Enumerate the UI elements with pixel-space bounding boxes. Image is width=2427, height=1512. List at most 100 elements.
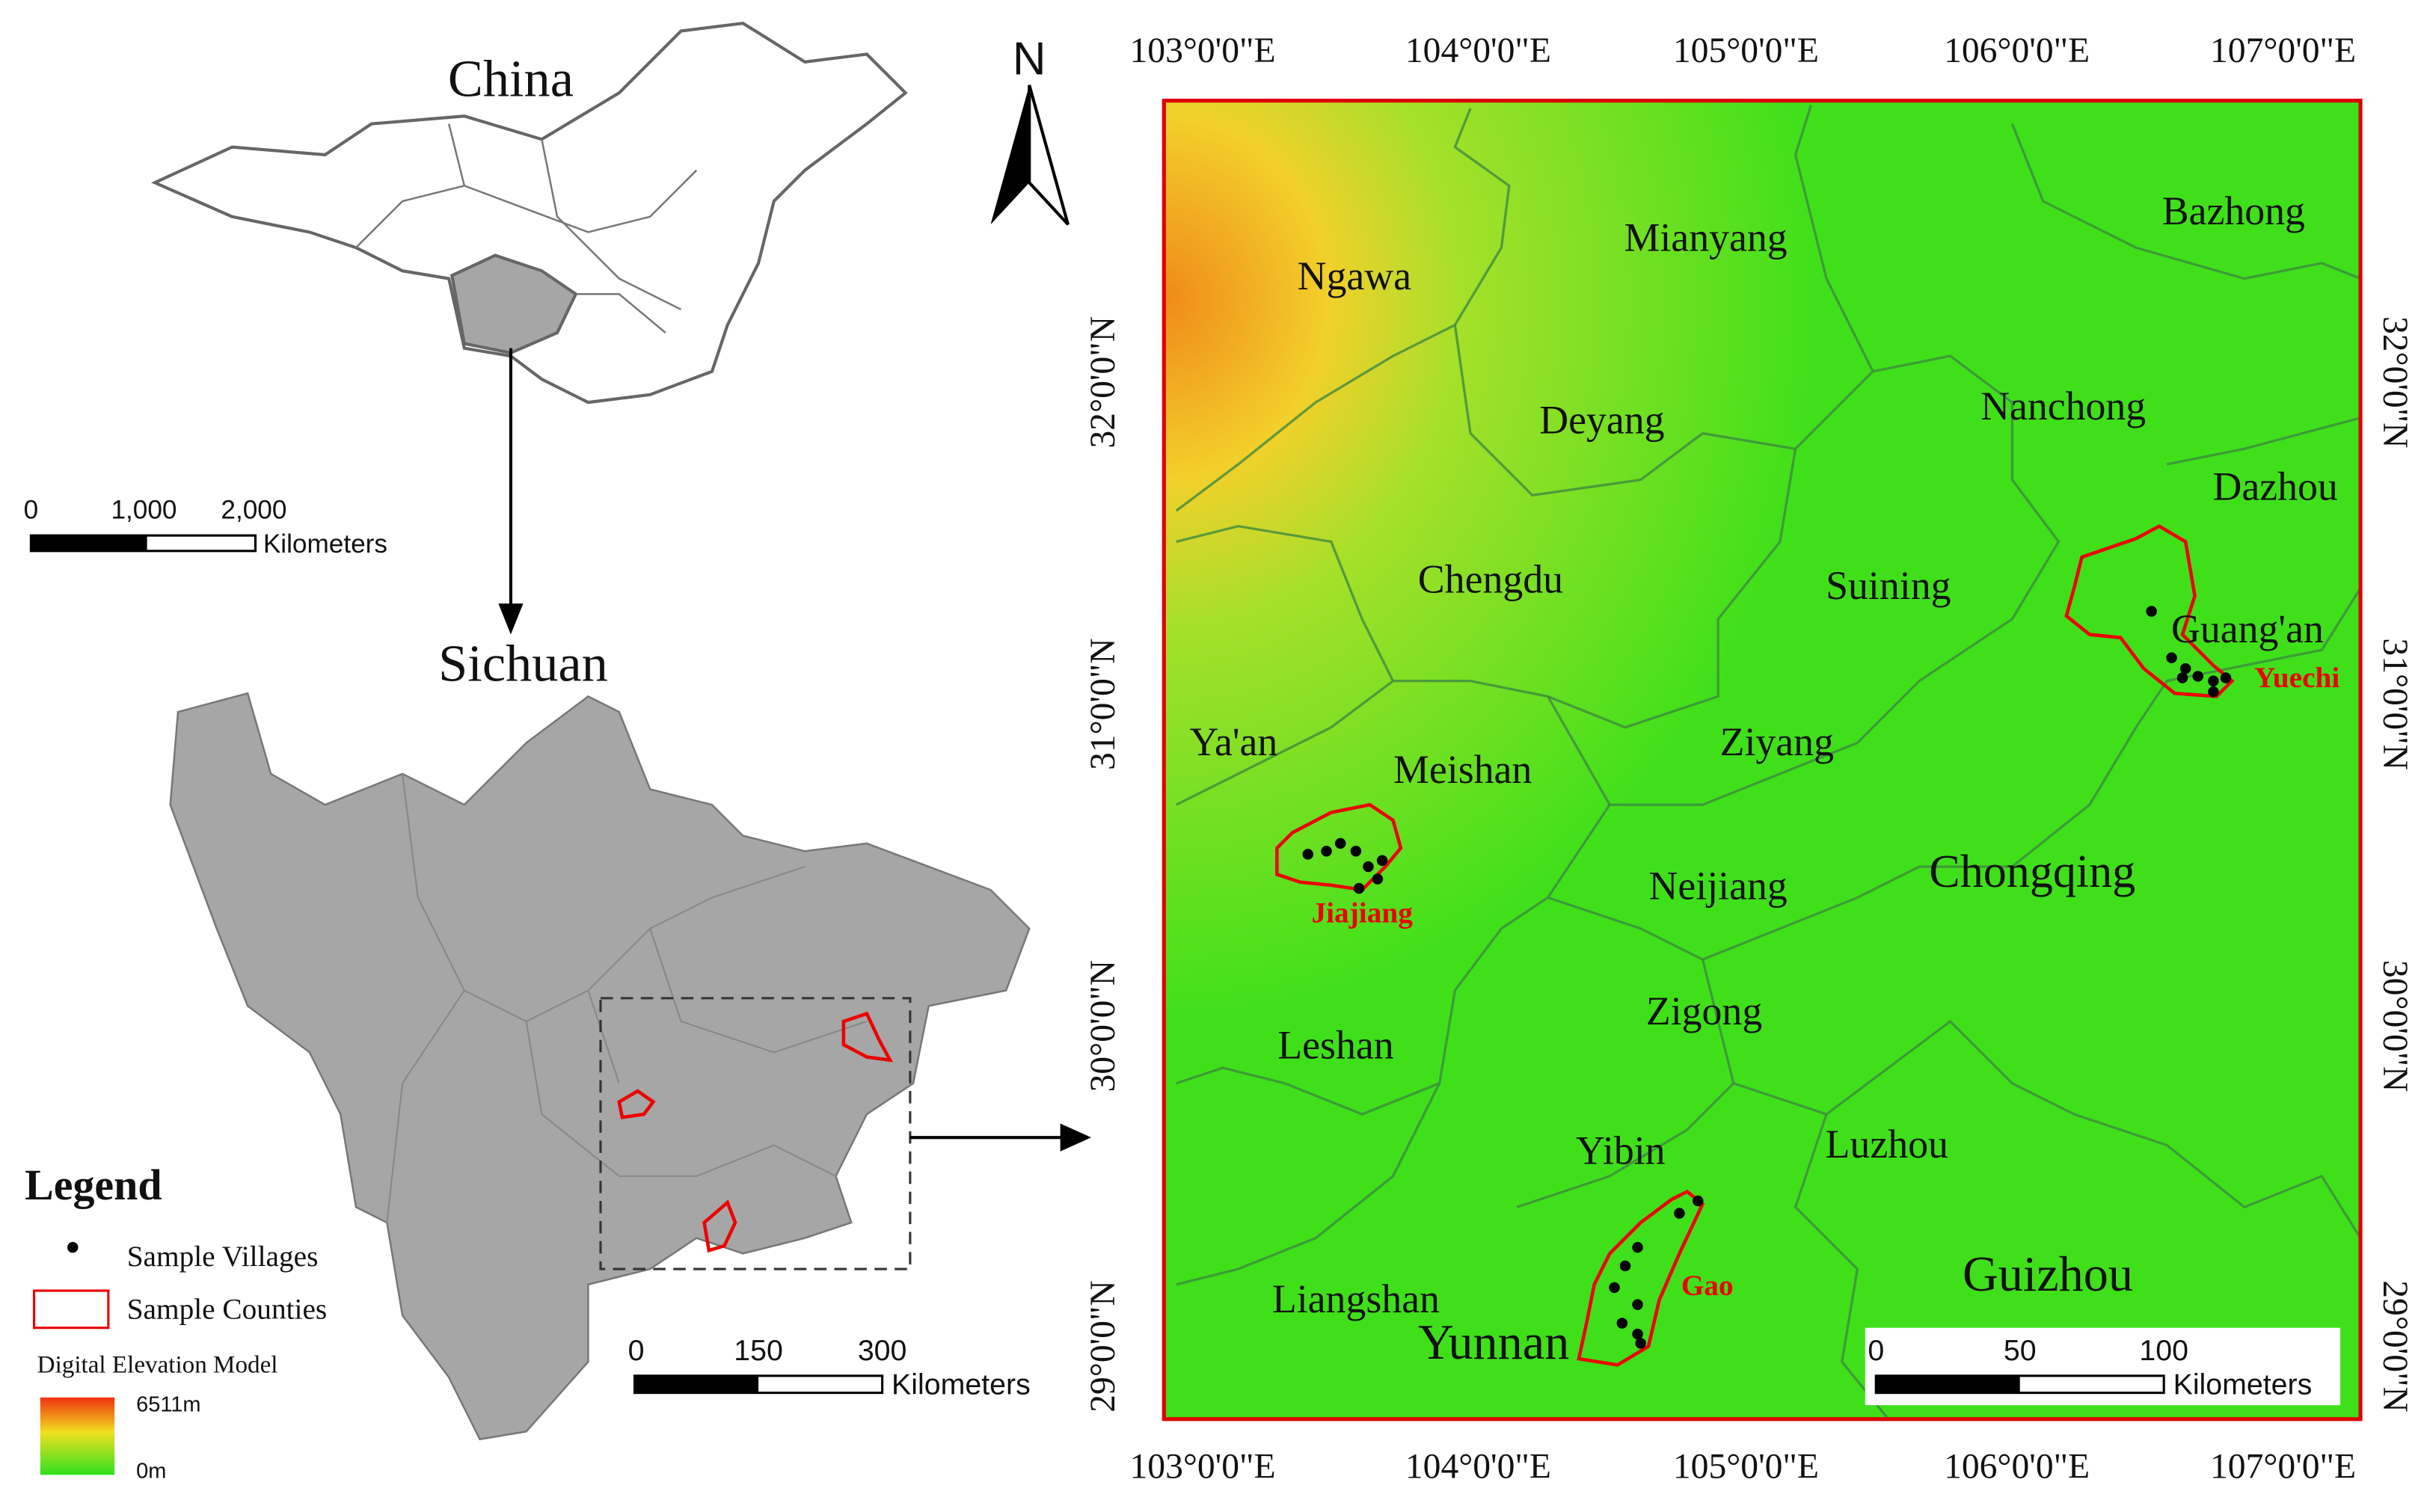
sichuan-title: Sichuan [438, 635, 608, 693]
china-scale-bar [29, 534, 257, 553]
village-dot [2146, 606, 2157, 617]
lat-label: 31°0'0"N [1084, 638, 1123, 770]
village-dot [1619, 1260, 1631, 1272]
village-dot [1376, 855, 1388, 866]
scale-unit: Kilometers [892, 1368, 1031, 1401]
village-dot [1635, 1338, 1646, 1349]
place-label: Zigong [1646, 989, 1762, 1033]
lon-label: 103°0'0"E [1129, 1447, 1275, 1486]
legend-dot [67, 1241, 79, 1253]
legend-dem-title: Digital Elevation Model [37, 1351, 278, 1379]
place-label: Meishan [1393, 747, 1532, 792]
place-label: Dazhou [2213, 464, 2338, 508]
village-dot [1616, 1318, 1628, 1329]
lon-label: 105°0'0"E [1673, 31, 1819, 70]
village-dot [1674, 1208, 1685, 1219]
lon-label: 104°0'0"E [1405, 31, 1551, 70]
place-label: Guizhou [1963, 1247, 2133, 1302]
village-dot [2220, 672, 2232, 683]
scale-tick: 0 [24, 495, 39, 524]
scale-tick: 2,000 [221, 495, 286, 524]
village-dot [2208, 686, 2219, 698]
place-label: Neijiang [1649, 863, 1788, 908]
village-dot [1321, 846, 1332, 857]
main-map [1164, 100, 2362, 1420]
legend-dem-min: 0m [136, 1459, 166, 1483]
scale-tick: 300 [858, 1334, 907, 1367]
place-label: Guang'an [2171, 606, 2324, 651]
village-dot [1632, 1241, 1643, 1253]
place-label: Bazhong [2162, 188, 2305, 233]
village-dot [2166, 652, 2177, 663]
scale-tick: 0 [1868, 1334, 1884, 1367]
china-title: China [448, 49, 574, 108]
lon-label: 106°0'0"E [1944, 1447, 2090, 1486]
place-label: Yibin [1576, 1128, 1666, 1173]
lon-label: 107°0'0"E [2210, 1447, 2356, 1486]
scale-tick: 100 [2139, 1334, 2188, 1367]
lat-label: 29°0'0"N [2375, 1280, 2414, 1413]
lon-label: 106°0'0"E [1944, 31, 2090, 70]
lon-label: 105°0'0"E [1673, 1447, 1819, 1486]
lon-label: 103°0'0"E [1129, 31, 1275, 70]
village-dot [1632, 1299, 1643, 1310]
scale-tick: 50 [2004, 1334, 2037, 1367]
village-dot [1350, 846, 1362, 857]
village-dot [1609, 1282, 1620, 1294]
place-label: Chongqing [1929, 846, 2135, 897]
legend-dem-ramp [40, 1397, 115, 1475]
lat-label: 32°0'0"N [2375, 316, 2414, 449]
village-dot [1372, 873, 1384, 885]
place-label: Yunnan [1418, 1315, 1569, 1370]
county-label: Jiajiang [1311, 896, 1413, 929]
place-label: Ziyang [1720, 719, 1834, 764]
north-arrow [990, 84, 1070, 226]
arrow-right [909, 1123, 1092, 1152]
lat-label: 29°0'0"N [1084, 1280, 1123, 1413]
lon-label: 104°0'0"E [1405, 1447, 1551, 1486]
place-label: Ya'an [1189, 719, 1277, 764]
lat-label: 32°0'0"N [1084, 316, 1123, 449]
north-label: N [1013, 33, 1046, 84]
place-label: Chengdu [1418, 557, 1563, 602]
legend-dem-max: 6511m [136, 1392, 200, 1416]
place-label: Luzhou [1826, 1122, 1948, 1167]
legend-item: Sample Villages [127, 1240, 319, 1273]
lat-label: 30°0'0"N [2375, 960, 2414, 1092]
place-label: Mianyang [1624, 215, 1788, 259]
sample-villages [1302, 606, 2232, 1349]
place-label: Leshan [1277, 1023, 1393, 1068]
china-map [150, 21, 908, 405]
village-dot [1632, 1328, 1643, 1340]
sichuan-map [169, 692, 1031, 1441]
place-label: Liangshan [1272, 1276, 1440, 1321]
village-dot [2176, 672, 2188, 683]
village-dot [1334, 838, 1346, 849]
legend-item: Sample Counties [127, 1292, 328, 1325]
scale-tick: 1,000 [111, 495, 177, 524]
place-label: Deyang [1539, 398, 1664, 443]
map-scale-bar [1865, 1327, 2341, 1406]
village-dot [2192, 671, 2203, 682]
county-label: Gao [1681, 1269, 1734, 1302]
place-label: Suining [1826, 563, 1951, 608]
sichuan-scale-bar [633, 1374, 884, 1395]
legend-box [32, 1289, 110, 1330]
map-frame [1162, 98, 2363, 1422]
legend-title: Legend [25, 1161, 162, 1209]
lat-label: 31°0'0"N [2375, 638, 2414, 770]
village-dot [2208, 675, 2219, 686]
village-dot [1693, 1195, 1704, 1207]
lon-label: 107°0'0"E [2210, 31, 2356, 70]
place-label: Ngawa [1298, 253, 1411, 298]
village-dot [1353, 882, 1365, 894]
village-dot [1363, 861, 1374, 873]
village-dot [2179, 663, 2191, 674]
scale-unit: Kilometers [263, 529, 387, 559]
lat-label: 30°0'0"N [1084, 960, 1123, 1092]
scale-tick: 0 [628, 1334, 645, 1367]
county-label: Yuechi [2254, 661, 2339, 694]
scale-tick: 150 [734, 1334, 783, 1367]
